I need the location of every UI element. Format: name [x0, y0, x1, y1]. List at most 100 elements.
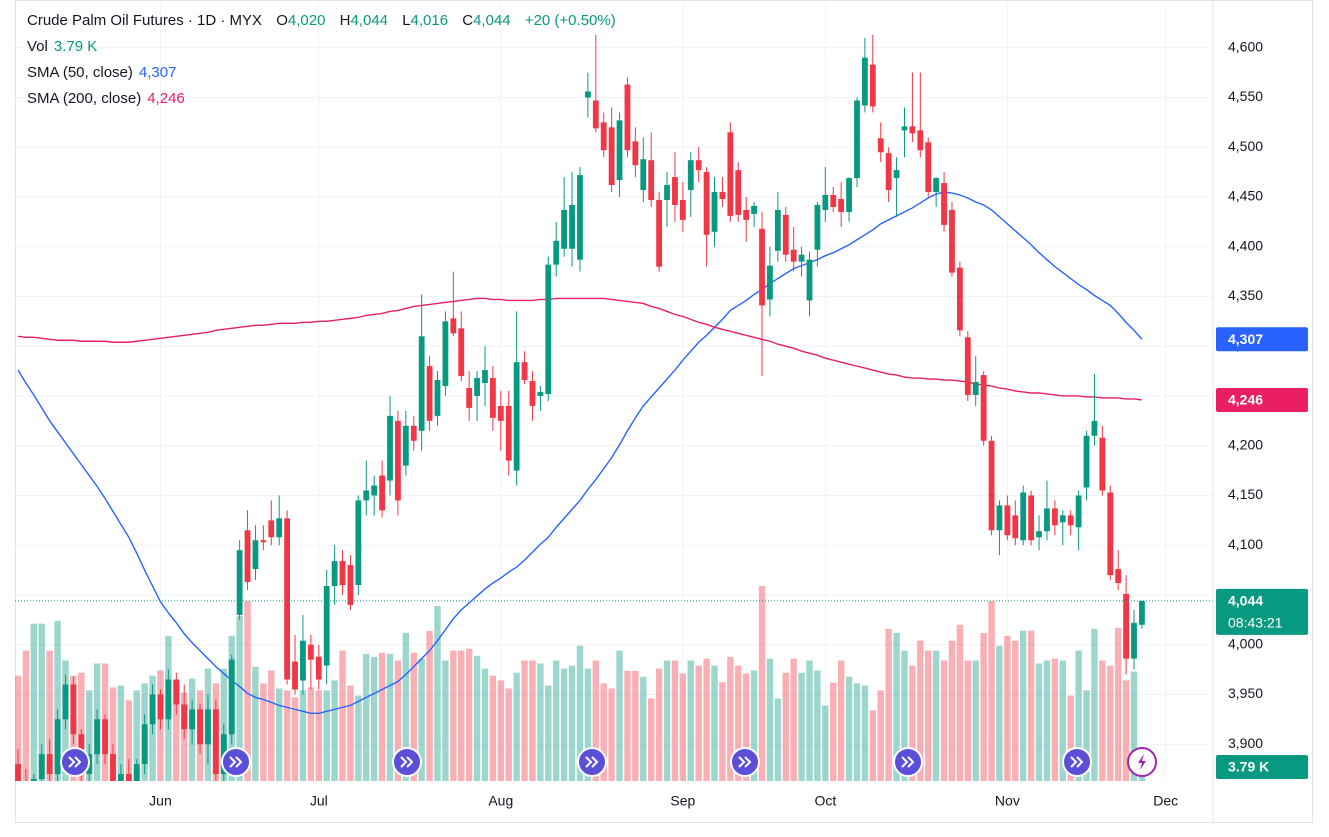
volume-bar	[719, 682, 726, 781]
candle-body	[901, 126, 908, 131]
volume-bar	[521, 660, 528, 781]
candle-body	[363, 490, 370, 501]
candle-body	[387, 415, 393, 481]
volume-bar	[260, 683, 267, 781]
volume-bar	[323, 690, 330, 781]
y-tick-label: 4,350	[1228, 287, 1263, 303]
volume-bar	[307, 687, 315, 781]
volume-bar	[553, 660, 560, 781]
ohlc-value: 4,020	[287, 12, 326, 29]
volume-bar	[600, 683, 607, 781]
candle-body	[474, 378, 480, 396]
volume-bar	[489, 675, 497, 781]
candle-body	[355, 500, 362, 586]
candle-body	[497, 405, 504, 421]
candle-body	[1028, 495, 1035, 541]
volume-bar	[972, 660, 979, 781]
volume-bar	[1012, 640, 1019, 781]
candle-body	[505, 405, 512, 461]
candle-body	[537, 391, 544, 396]
volume-bar	[909, 665, 916, 781]
event-icon[interactable]	[1127, 747, 1157, 777]
event-icon[interactable]	[60, 747, 90, 777]
legend-row: Crude Palm Oil Futures · 1D · MYX O4,020…	[27, 8, 616, 34]
candle-body	[426, 366, 433, 421]
volume-bar	[988, 600, 995, 781]
volume-bar	[339, 650, 346, 781]
candle-body	[418, 336, 425, 431]
y-tick-label: 4,150	[1228, 486, 1263, 502]
volume-bar	[679, 673, 687, 781]
candle-body	[862, 57, 868, 106]
event-icon[interactable]	[577, 747, 607, 777]
volume-bar	[513, 672, 520, 781]
y-tick-label: 4,000	[1228, 635, 1263, 651]
volume-bar	[735, 665, 742, 781]
y-tick-label: 4,400	[1228, 237, 1263, 253]
event-icon[interactable]	[392, 747, 422, 777]
candle-body	[972, 382, 979, 395]
volume-bar	[624, 670, 631, 781]
candle-body	[434, 380, 441, 416]
price-badges: 4,307 4,246 4,044 08:43:21 3.79 K	[1216, 327, 1308, 780]
candle-body	[830, 195, 837, 207]
candle-body	[323, 585, 330, 666]
volume-bar	[30, 623, 38, 781]
volume-bar	[268, 670, 275, 781]
event-icon[interactable]	[1062, 747, 1092, 777]
volume-bar	[648, 698, 655, 781]
candle-body	[236, 550, 243, 615]
y-tick-label: 3,950	[1228, 685, 1263, 701]
candle-body	[94, 719, 101, 755]
volume-bar	[22, 650, 30, 781]
candle-body	[133, 764, 140, 781]
volume-bar	[632, 670, 639, 781]
candle-body	[1036, 531, 1042, 538]
candle-body	[331, 561, 338, 586]
volume-bar	[671, 660, 679, 781]
candle-body	[1044, 508, 1050, 532]
candle-body	[877, 138, 884, 153]
candle-body	[782, 214, 789, 255]
candle-body	[846, 178, 852, 212]
y-tick-label: 4,200	[1228, 436, 1263, 452]
volume-bar	[1067, 695, 1074, 781]
candle-body	[38, 754, 45, 780]
volume-bar	[291, 697, 299, 781]
candle-body	[561, 209, 568, 249]
ohlc-value: 4,044	[473, 12, 511, 29]
candle-body	[205, 709, 211, 745]
sma-badge	[1216, 327, 1308, 352]
candle-body	[584, 91, 591, 98]
candle-body	[260, 540, 267, 543]
volume-bar	[1091, 628, 1098, 781]
volume-bar	[1043, 660, 1051, 781]
candle-body	[545, 264, 552, 394]
volume-bar	[1099, 660, 1106, 781]
volume-bar	[283, 690, 291, 781]
volume-bar	[355, 695, 362, 781]
candle-body	[212, 709, 219, 775]
volume-bar	[15, 675, 22, 781]
candle-body	[1099, 437, 1106, 491]
volume-bar	[663, 660, 671, 781]
chart-border	[15, 0, 1313, 823]
event-icon[interactable]	[221, 747, 251, 777]
volume-bar	[711, 665, 718, 781]
candle-body	[1004, 505, 1011, 536]
event-icon[interactable]	[893, 747, 923, 777]
candle-body	[70, 684, 77, 735]
event-icon[interactable]	[730, 747, 760, 777]
volume-bar	[980, 632, 987, 781]
volume-badge	[1216, 755, 1308, 780]
candle-body	[719, 192, 726, 199]
volume-bar	[458, 650, 465, 781]
candle-body	[553, 240, 560, 265]
volume-bar	[917, 640, 924, 781]
last-price-label: 4,044	[1228, 593, 1263, 609]
candle-body	[1091, 420, 1098, 436]
volume-bar	[885, 628, 892, 781]
candle-body	[933, 178, 940, 193]
volume-bar	[1083, 690, 1090, 781]
candle-body	[735, 170, 742, 215]
